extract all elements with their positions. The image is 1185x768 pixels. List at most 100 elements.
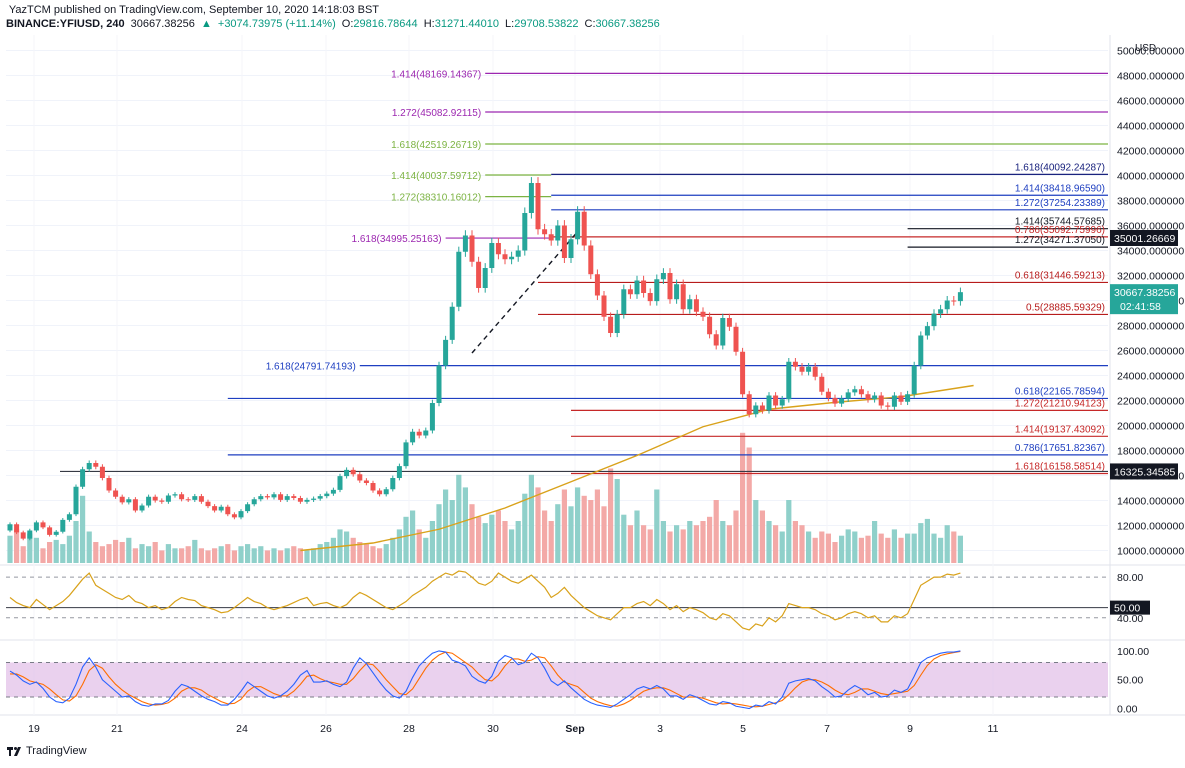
candle-body	[476, 261, 482, 288]
volume-bar	[423, 537, 429, 563]
volume-bar	[198, 548, 204, 563]
volume-bar	[707, 516, 713, 563]
time-tick-label: 28	[403, 723, 415, 735]
volume-bar	[53, 539, 59, 563]
candle-body	[377, 490, 383, 495]
volume-bar	[495, 510, 501, 563]
candle-body	[858, 389, 864, 395]
candle-body	[66, 514, 72, 520]
time-tick-label: 30	[487, 723, 499, 735]
candle-body	[73, 486, 79, 515]
candle-body	[792, 361, 798, 367]
candle-body	[146, 496, 152, 506]
volume-bar	[212, 548, 218, 563]
fib-label: 1.414(48169.14367)	[391, 69, 481, 80]
volume-bar	[885, 537, 891, 563]
candle-body	[779, 399, 785, 406]
low-value: 29708.53822	[514, 18, 579, 30]
volume-bar	[258, 546, 264, 563]
stoch-d-line	[10, 650, 961, 708]
candle-body	[47, 527, 53, 535]
candle-body	[773, 395, 779, 406]
volume-bar	[693, 525, 699, 563]
triangle-up-icon: ▲	[200, 18, 212, 30]
volume-bar	[370, 546, 376, 563]
volume-bar	[535, 487, 541, 563]
volume-bar	[159, 550, 165, 563]
volume-bar	[568, 506, 574, 563]
volume-bar	[792, 521, 798, 563]
volume-bar	[627, 525, 633, 563]
volume-bar	[832, 542, 838, 563]
time-axis[interactable]: 19 21 24 26 28 30 Sep 3 5 7 9 11	[28, 723, 998, 735]
candle-body	[297, 498, 303, 502]
volume-bar	[773, 525, 779, 563]
price-tick-label: 42000.000000	[1117, 146, 1184, 158]
volume-bar	[515, 521, 521, 563]
price-tick-label: 28000.000000	[1117, 321, 1184, 333]
volume-bar	[80, 495, 86, 563]
candle-body	[647, 293, 653, 302]
volume-bar	[66, 535, 72, 563]
candle-body	[198, 496, 204, 502]
fib-label: 0.618(31446.59213)	[1015, 270, 1105, 281]
candle-body	[614, 314, 620, 333]
volume-bar	[931, 533, 937, 563]
candle-body	[502, 254, 508, 260]
rsi-level-tag: 50.00	[1114, 603, 1140, 615]
volume-bar	[878, 533, 884, 563]
rsi-pane	[6, 570, 1108, 631]
fib-label: 0.5(28885.59329)	[1026, 302, 1105, 313]
candle-body	[634, 280, 640, 295]
candle-body	[218, 506, 224, 511]
candle-body	[363, 480, 369, 483]
level-tag-box	[1110, 463, 1178, 480]
price-axis[interactable]: 10000.00000012000.00000014000.0000001600…	[1110, 43, 1184, 716]
candle-body	[152, 496, 158, 501]
time-tick-label: 11	[988, 723, 999, 735]
price-tick-label: 24000.000000	[1117, 371, 1184, 383]
volume-bar	[443, 489, 449, 563]
volume-bar	[383, 544, 389, 563]
candle-body	[812, 366, 818, 377]
price-tick-label: 32000.000000	[1117, 271, 1184, 283]
brand-name: TradingView	[26, 745, 87, 757]
candle-body	[931, 313, 937, 327]
symbol-name[interactable]: BINANCE:YFIUSD, 240	[6, 18, 125, 30]
volume-bar	[410, 510, 416, 563]
volume-bar	[905, 533, 911, 563]
volume-bar	[951, 531, 957, 563]
volume-bar	[825, 533, 831, 563]
price-tick-label: 34000.000000	[1117, 246, 1184, 258]
candle-body	[423, 430, 429, 436]
grid	[0, 35, 1185, 716]
volume-bar	[456, 474, 462, 563]
volume-bar	[687, 521, 693, 563]
candle-body	[238, 511, 244, 518]
candle-body	[324, 493, 330, 497]
stoch-tick-label: 100.00	[1117, 646, 1149, 658]
candle-body	[608, 316, 614, 333]
candle-body	[132, 499, 138, 511]
candle-body	[806, 366, 812, 372]
candle-body	[449, 306, 455, 340]
volume-bar	[284, 548, 290, 563]
volume-bar	[476, 516, 482, 563]
fib-label: 1.272(21210.94123)	[1015, 398, 1105, 409]
time-tick-label: 26	[320, 723, 332, 735]
stoch-tick-label: 0.00	[1117, 704, 1138, 716]
price-tick-label: 44000.000000	[1117, 121, 1184, 133]
candle-body	[99, 466, 105, 478]
candle-body	[555, 225, 561, 241]
volume-bar	[660, 521, 666, 563]
fib-label: 1.618(34995.25163)	[352, 234, 442, 245]
candle-body	[456, 251, 462, 307]
volume-bar	[317, 544, 323, 563]
candle-body	[878, 395, 884, 406]
volume-bar	[377, 548, 383, 563]
candle-body	[482, 268, 488, 288]
footer-brand[interactable]: TradingView	[6, 745, 87, 757]
candle-body	[885, 405, 891, 407]
candle-body	[165, 495, 171, 502]
